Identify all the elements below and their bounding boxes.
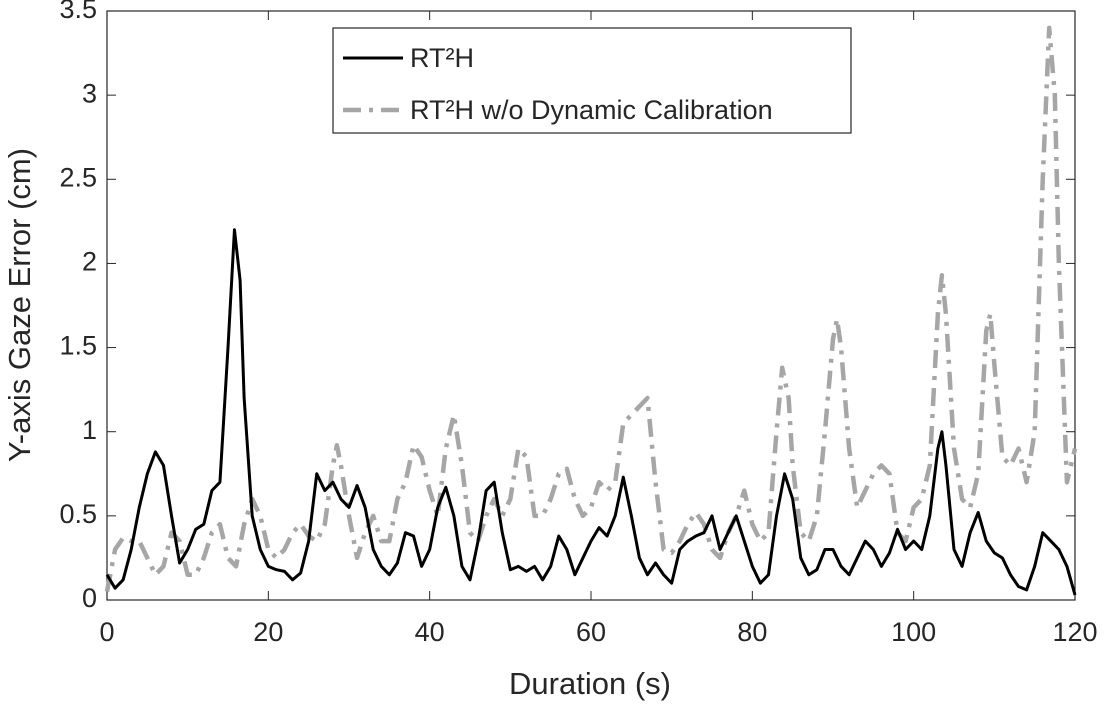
y-tick-label: 0.5 bbox=[59, 499, 97, 529]
y-tick-label: 3 bbox=[82, 78, 97, 108]
x-axis-label: Duration (s) bbox=[509, 666, 671, 701]
x-tick-label: 40 bbox=[415, 617, 445, 647]
x-tick-label: 0 bbox=[99, 617, 114, 647]
x-tick-label: 20 bbox=[253, 617, 283, 647]
legend-label: RT²H bbox=[410, 43, 474, 73]
y-tick-label: 3.5 bbox=[59, 0, 97, 24]
y-tick-label: 2 bbox=[82, 247, 97, 277]
x-tick-label: 100 bbox=[891, 617, 936, 647]
y-axis-label: Y-axis Gaze Error (cm) bbox=[2, 148, 37, 462]
y-tick-label: 1.5 bbox=[59, 331, 97, 361]
line-series bbox=[105, 228, 1077, 596]
line-series bbox=[104, 25, 1078, 593]
x-tick-label: 120 bbox=[1052, 617, 1097, 647]
y-tick-label: 0 bbox=[82, 583, 97, 613]
x-tick-label: 80 bbox=[737, 617, 767, 647]
x-tick-label: 60 bbox=[576, 617, 606, 647]
y-tick-label: 1 bbox=[82, 415, 97, 445]
y-tick-label: 2.5 bbox=[59, 162, 97, 192]
legend-label: RT²H w/o Dynamic Calibration bbox=[410, 95, 773, 125]
legend-box bbox=[332, 27, 852, 134]
